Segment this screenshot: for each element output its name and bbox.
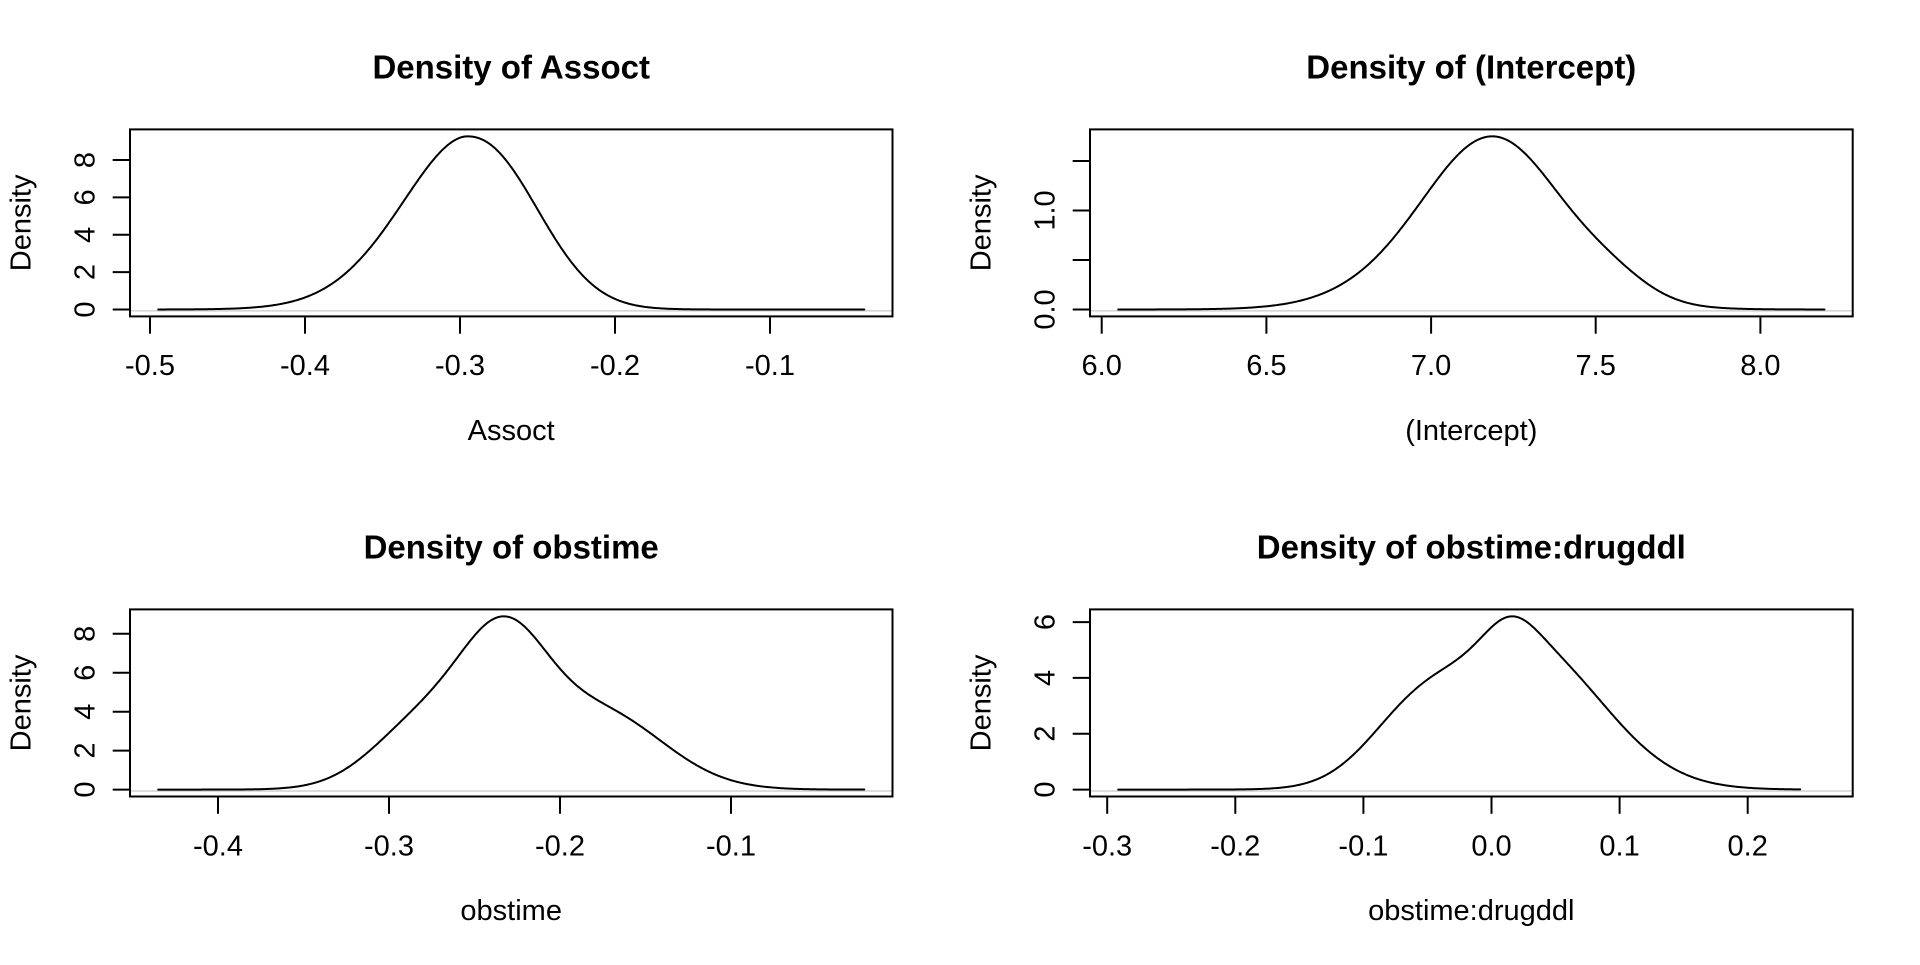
svg-text:2: 2 [69,743,101,759]
svg-text:-0.1: -0.1 [706,830,756,862]
svg-text:0: 0 [1029,782,1061,798]
svg-text:-0.2: -0.2 [1210,830,1260,862]
svg-text:8.0: 8.0 [1740,350,1780,382]
svg-text:-0.1: -0.1 [745,350,795,382]
svg-text:Density: Density [966,174,998,271]
svg-text:8: 8 [69,152,101,168]
svg-text:0.1: 0.1 [1599,830,1639,862]
svg-text:6: 6 [1029,614,1061,630]
svg-text:7.5: 7.5 [1576,350,1616,382]
svg-text:4: 4 [69,227,101,243]
svg-text:6: 6 [69,665,101,681]
svg-text:2: 2 [69,264,101,280]
svg-text:Density of (Intercept): Density of (Intercept) [1306,49,1636,86]
svg-text:Density: Density [6,174,38,271]
svg-text:-0.4: -0.4 [280,350,330,382]
svg-text:-0.3: -0.3 [1082,830,1132,862]
svg-text:0: 0 [69,301,101,317]
svg-text:0: 0 [69,782,101,798]
svg-text:2: 2 [1029,726,1061,742]
svg-text:(Intercept): (Intercept) [1405,415,1537,447]
svg-text:1.0: 1.0 [1029,190,1061,230]
svg-text:-0.1: -0.1 [1338,830,1388,862]
svg-text:0.2: 0.2 [1728,830,1768,862]
svg-text:-0.4: -0.4 [193,830,243,862]
svg-text:obstime: obstime [460,895,562,927]
svg-text:7.0: 7.0 [1411,350,1451,382]
svg-text:0.0: 0.0 [1471,830,1511,862]
svg-text:Density: Density [966,654,998,751]
svg-text:6: 6 [69,189,101,205]
svg-text:-0.2: -0.2 [535,830,585,862]
svg-text:6.0: 6.0 [1082,350,1122,382]
svg-text:8: 8 [69,626,101,642]
svg-text:Density: Density [6,654,38,751]
svg-text:-0.5: -0.5 [125,350,175,382]
svg-text:0.0: 0.0 [1029,289,1061,329]
svg-text:4: 4 [69,704,101,720]
svg-text:-0.3: -0.3 [364,830,414,862]
svg-text:6.5: 6.5 [1246,350,1286,382]
svg-text:-0.2: -0.2 [590,350,640,382]
svg-text:Assoct: Assoct [468,415,555,447]
svg-text:4: 4 [1029,670,1061,686]
svg-text:Density of obstime:drugddl: Density of obstime:drugddl [1257,529,1686,566]
svg-text:Density of obstime: Density of obstime [364,529,659,566]
svg-text:-0.3: -0.3 [435,350,485,382]
svg-text:Density of Assoct: Density of Assoct [372,49,650,86]
svg-text:obstime:drugddl: obstime:drugddl [1368,895,1574,927]
